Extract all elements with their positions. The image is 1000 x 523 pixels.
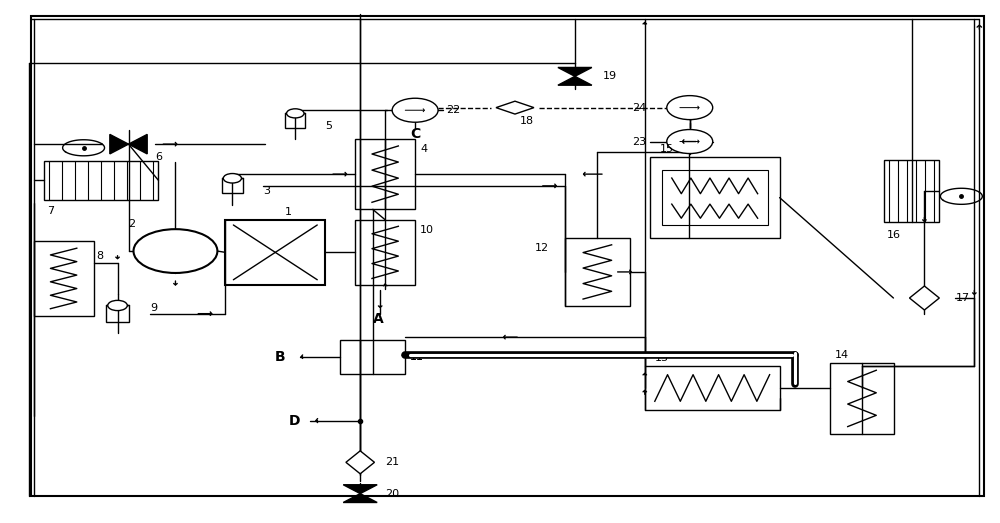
- Circle shape: [134, 229, 217, 273]
- Bar: [645, 366, 780, 410]
- Text: 21: 21: [385, 457, 399, 468]
- Text: 13: 13: [655, 353, 669, 363]
- Bar: [106, 305, 129, 322]
- Bar: [285, 113, 305, 128]
- Text: 22: 22: [446, 105, 460, 115]
- Text: 4: 4: [420, 144, 427, 154]
- Bar: [662, 170, 768, 225]
- Polygon shape: [343, 494, 377, 503]
- Text: 8: 8: [97, 251, 104, 261]
- Polygon shape: [346, 451, 374, 474]
- Polygon shape: [343, 485, 377, 494]
- Text: 1: 1: [285, 207, 292, 217]
- Circle shape: [287, 109, 304, 118]
- Text: 2: 2: [129, 219, 136, 229]
- Bar: [44, 161, 158, 200]
- Polygon shape: [558, 76, 592, 85]
- Text: 18: 18: [520, 116, 534, 126]
- Text: B: B: [275, 350, 285, 363]
- Text: 5: 5: [325, 121, 332, 131]
- Circle shape: [223, 174, 241, 183]
- Text: 9: 9: [150, 303, 158, 313]
- Polygon shape: [558, 67, 592, 76]
- Text: C: C: [410, 127, 420, 141]
- Text: 23: 23: [632, 137, 646, 146]
- Text: D: D: [289, 414, 300, 428]
- Polygon shape: [496, 101, 534, 114]
- Circle shape: [392, 98, 438, 122]
- Text: 14: 14: [835, 350, 849, 360]
- Text: 6: 6: [155, 152, 162, 162]
- Text: 17: 17: [955, 293, 969, 303]
- Text: 19: 19: [603, 71, 617, 82]
- Text: 11: 11: [410, 351, 424, 362]
- Text: 3: 3: [263, 186, 270, 196]
- Bar: [565, 238, 630, 306]
- Bar: [884, 160, 939, 222]
- Bar: [340, 340, 405, 373]
- Polygon shape: [909, 286, 939, 310]
- Text: 20: 20: [385, 488, 399, 498]
- Bar: [650, 157, 780, 238]
- Polygon shape: [110, 134, 129, 154]
- Text: 11: 11: [410, 351, 424, 362]
- Bar: [830, 363, 894, 434]
- Bar: [222, 178, 243, 194]
- Text: 10: 10: [420, 224, 434, 234]
- Circle shape: [108, 300, 127, 311]
- Circle shape: [667, 130, 713, 154]
- Text: 7: 7: [47, 207, 54, 217]
- Text: A: A: [373, 312, 384, 326]
- Text: 16: 16: [886, 231, 900, 241]
- Text: 24: 24: [632, 103, 646, 112]
- Bar: [355, 220, 415, 285]
- Circle shape: [667, 96, 713, 120]
- Bar: [355, 139, 415, 209]
- Polygon shape: [129, 134, 147, 154]
- Bar: [225, 220, 325, 285]
- Bar: [34, 241, 94, 316]
- Text: 12: 12: [535, 243, 549, 253]
- Text: 15: 15: [660, 144, 674, 154]
